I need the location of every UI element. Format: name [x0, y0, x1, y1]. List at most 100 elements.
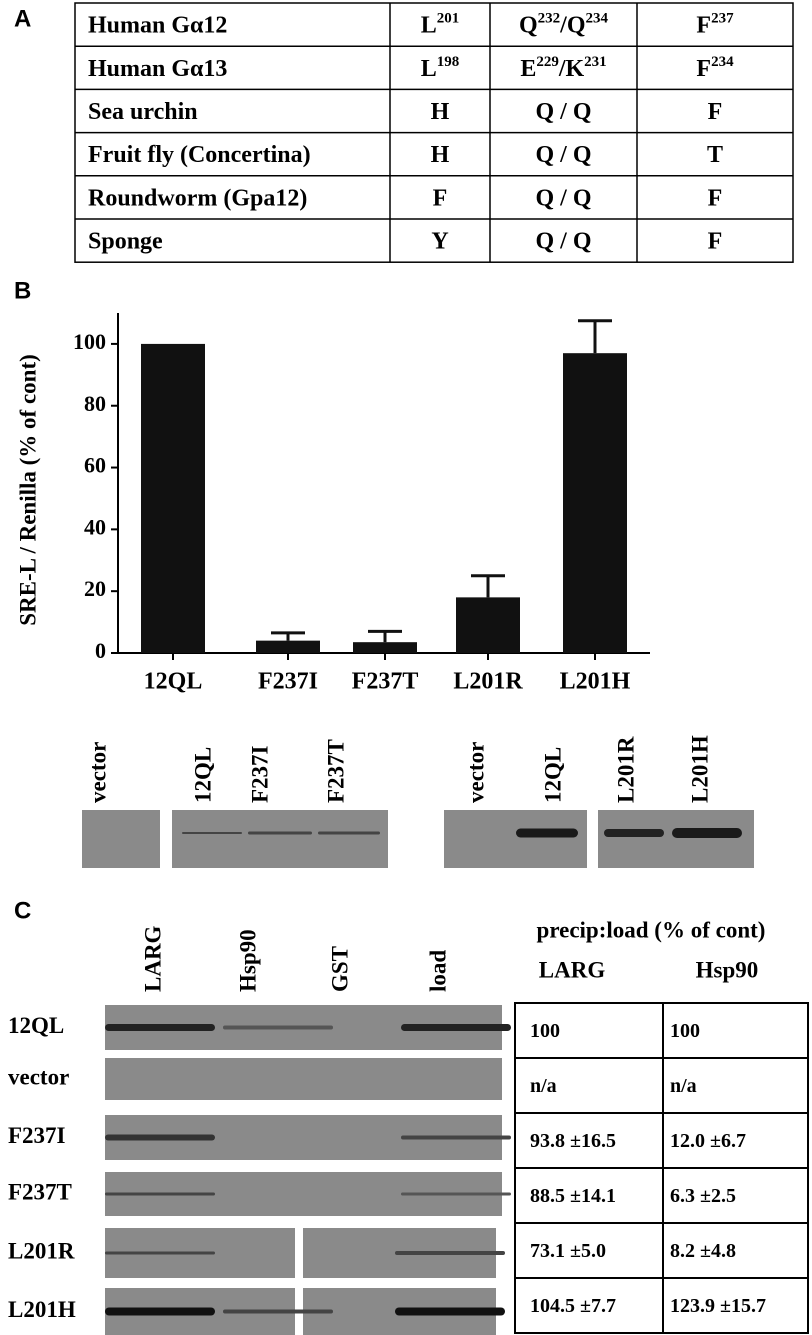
error-bar — [471, 574, 505, 598]
band — [105, 1192, 215, 1196]
cell-text: T — [707, 142, 723, 168]
lane-label: LARG — [140, 925, 165, 992]
band — [248, 831, 312, 835]
bar — [141, 343, 205, 653]
x-tick-label: L201H — [560, 669, 631, 695]
table-cell: 6.3 ±2.5 — [670, 1185, 736, 1207]
cell-text: Roundworm (Gpa12) — [88, 185, 307, 211]
cell-text: Y — [431, 228, 448, 254]
band — [223, 1025, 333, 1030]
band — [105, 1251, 215, 1255]
table-cell: 88.5 ±14.1 — [530, 1185, 616, 1207]
y-tick-label: 100 — [73, 329, 106, 354]
x-tick-label: F237T — [352, 669, 419, 695]
band — [672, 828, 742, 838]
table-cell: L198 — [421, 54, 460, 81]
error-bar — [368, 629, 402, 643]
panel-label: A — [14, 5, 31, 32]
cell-text: Q / Q — [535, 185, 591, 211]
superscript: 231 — [584, 54, 607, 70]
table-cell: T — [707, 142, 723, 168]
table-cell: 104.5 ±7.7 — [530, 1295, 616, 1317]
cell-text: F — [708, 185, 723, 211]
band — [395, 1251, 505, 1255]
band — [182, 832, 242, 834]
cell-text: /Q — [559, 12, 585, 38]
band — [223, 1309, 333, 1314]
lane-label: L201R — [613, 736, 638, 803]
superscript: 229 — [536, 54, 559, 70]
cell-text: Q — [519, 12, 538, 38]
table-cell: 73.1 ±5.0 — [530, 1240, 606, 1262]
column-heading: Hsp90 — [696, 957, 759, 982]
table-cell: Q / Q — [535, 142, 591, 168]
table-cell: F — [708, 185, 723, 211]
table-cell: n/a — [530, 1075, 557, 1097]
bar — [456, 597, 520, 653]
cell-text: Human Gα12 — [88, 12, 227, 38]
table-cell: Q / Q — [535, 228, 591, 254]
band — [401, 1024, 511, 1031]
band — [395, 1307, 505, 1316]
column-heading: LARG — [539, 957, 606, 982]
cell-text: F — [696, 55, 711, 81]
table-cell: Human Gα12 — [88, 12, 227, 38]
cell-text: Q / Q — [535, 99, 591, 125]
blot — [82, 810, 160, 868]
cell-text: Q / Q — [535, 228, 591, 254]
blot — [598, 810, 754, 868]
lane-label: F237I — [247, 745, 272, 803]
row-label: L201H — [8, 1297, 76, 1322]
lane-label: Hsp90 — [235, 929, 260, 992]
row-label: vector — [8, 1064, 69, 1089]
superscript: 232 — [538, 11, 561, 27]
x-tick-label: F237I — [258, 669, 318, 695]
row-label: F237I — [8, 1123, 66, 1148]
lane-label: load — [425, 950, 450, 992]
table-cell: Human Gα13 — [88, 55, 227, 81]
cell-text: H — [431, 99, 450, 125]
row-label: 12QL — [8, 1013, 64, 1038]
cell-text: F — [433, 185, 448, 211]
superscript: 234 — [586, 11, 609, 27]
table-cell: F — [708, 228, 723, 254]
superscript: 234 — [711, 54, 734, 70]
table-cell: Q / Q — [535, 185, 591, 211]
cell-text: E — [520, 55, 536, 81]
y-tick-label: 0 — [95, 638, 106, 663]
lane-label: F237T — [323, 739, 348, 803]
blot — [172, 810, 388, 868]
band — [401, 1135, 511, 1140]
lane-label: vector — [85, 742, 110, 803]
table-cell: H — [431, 142, 450, 168]
cell-text: F — [696, 12, 711, 38]
lane-label: L201H — [687, 735, 712, 803]
bar — [353, 642, 417, 653]
table-cell: L201 — [421, 11, 460, 38]
row-label: L201R — [8, 1238, 75, 1263]
table-cell: Y — [431, 228, 448, 254]
band — [105, 1307, 215, 1316]
cell-text: Human Gα13 — [88, 55, 227, 81]
cell-text: Sponge — [88, 228, 163, 254]
lane-label: GST — [327, 946, 352, 992]
superscript: 198 — [437, 54, 460, 70]
table-cell: 100 — [530, 1020, 560, 1042]
lane-label: 12QL — [190, 747, 215, 803]
cell-text: F — [708, 228, 723, 254]
table-cell: Roundworm (Gpa12) — [88, 185, 307, 211]
x-tick-label: L201R — [453, 669, 523, 695]
table-cell: F234 — [696, 54, 734, 81]
x-tick-label: 12QL — [144, 669, 203, 695]
table-cell: Sponge — [88, 228, 163, 254]
superscript: 237 — [711, 11, 734, 27]
table-cell: F237 — [696, 11, 734, 38]
table-cell: F — [433, 185, 448, 211]
table-cell: Fruit fly (Concertina) — [88, 142, 311, 168]
panel-label: B — [14, 277, 31, 304]
band — [318, 831, 380, 835]
band — [516, 828, 578, 838]
table-cell: Sea urchin — [88, 99, 198, 125]
lane-label: vector — [463, 742, 488, 803]
